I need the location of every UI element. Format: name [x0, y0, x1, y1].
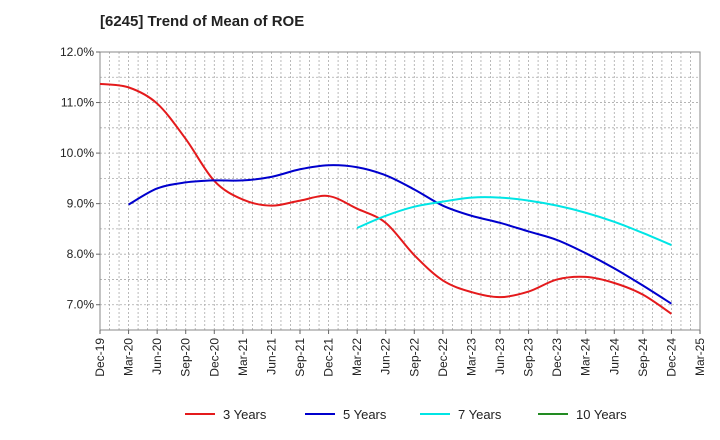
chart-title: [6245] Trend of Mean of ROE: [100, 13, 304, 30]
series-line-3-years: [99, 82, 672, 315]
x-tick-label: Jun-21: [264, 338, 278, 375]
series-line-5-years: [128, 164, 672, 305]
x-tick-label: Dec-24: [664, 338, 678, 377]
x-tick-label: Dec-19: [93, 338, 107, 377]
y-tick-label: 10.0%: [60, 146, 94, 160]
grid: [99, 51, 701, 331]
series-line-7-years: [356, 196, 672, 247]
x-tick-label: Mar-20: [122, 338, 136, 376]
x-tick-label: Sep-24: [636, 338, 650, 377]
legend-label: 3 Years: [223, 407, 267, 422]
y-tick-label: 7.0%: [67, 298, 95, 312]
x-tick-label: Sep-23: [522, 338, 536, 377]
x-tick-label: Mar-22: [350, 338, 364, 376]
x-tick-label: Mar-25: [693, 338, 707, 376]
legend-label: 5 Years: [343, 407, 387, 422]
y-axis: 7.0% 8.0% 9.0% 10.0% 11.0% 12.0%: [60, 45, 100, 312]
x-tick-label: Mar-24: [579, 338, 593, 376]
x-tick-label: Sep-20: [179, 338, 193, 377]
x-tick-label: Dec-20: [207, 338, 221, 377]
x-tick-label: Jun-20: [150, 338, 164, 375]
x-tick-label: Jun-22: [379, 338, 393, 375]
y-tick-label: 12.0%: [60, 45, 94, 59]
x-tick-label: Jun-23: [493, 338, 507, 375]
x-tick-label: Sep-21: [293, 338, 307, 377]
series-lines: [99, 82, 672, 315]
y-tick-label: 9.0%: [67, 197, 95, 211]
x-tick-label: Dec-23: [550, 338, 564, 377]
plot-area: [99, 51, 701, 331]
legend-label: 7 Years: [458, 407, 502, 422]
x-tick-label: Mar-21: [236, 338, 250, 376]
x-tick-label: Dec-21: [322, 338, 336, 377]
y-tick-label: 8.0%: [67, 247, 95, 261]
x-tick-label: Mar-23: [464, 338, 478, 376]
y-tick-label: 11.0%: [61, 96, 94, 110]
x-axis: Dec-19 Mar-20 Jun-20 Sep-20 Dec-20 Mar-21 Jun-…: [93, 330, 707, 377]
x-tick-label: Dec-22: [436, 338, 450, 377]
x-tick-label: Sep-22: [407, 338, 421, 377]
legend: 3 Years 5 Years 7 Years 10 Years: [185, 407, 627, 422]
legend-label: 10 Years: [576, 407, 627, 422]
x-tick-label: Jun-24: [607, 338, 621, 375]
